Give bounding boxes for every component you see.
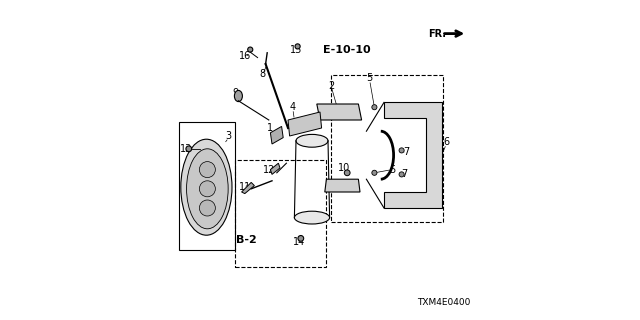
Text: E-10-10: E-10-10 (323, 44, 371, 55)
Polygon shape (317, 104, 362, 120)
Polygon shape (270, 126, 283, 144)
Text: 13: 13 (179, 144, 192, 154)
Polygon shape (384, 102, 442, 208)
Text: 5: 5 (367, 73, 372, 84)
Circle shape (298, 236, 304, 241)
Bar (236, 160, 326, 267)
Circle shape (372, 170, 377, 175)
Text: 10: 10 (338, 163, 350, 173)
Polygon shape (270, 163, 280, 174)
Circle shape (372, 105, 377, 110)
Text: 4: 4 (290, 102, 296, 112)
Text: 9: 9 (232, 88, 238, 98)
Polygon shape (288, 112, 322, 136)
Polygon shape (325, 179, 360, 192)
Circle shape (295, 44, 300, 49)
Circle shape (344, 170, 350, 176)
Ellipse shape (187, 149, 228, 229)
Text: 5: 5 (389, 164, 395, 175)
Circle shape (186, 146, 192, 152)
Ellipse shape (234, 91, 243, 102)
Text: 16: 16 (239, 51, 251, 61)
Text: 3: 3 (226, 131, 232, 141)
Text: 1: 1 (268, 123, 273, 133)
Text: 14: 14 (293, 236, 305, 247)
Text: FR.: FR. (428, 28, 447, 39)
Ellipse shape (180, 139, 232, 235)
Circle shape (399, 148, 404, 153)
Circle shape (200, 200, 215, 216)
Ellipse shape (296, 134, 328, 147)
Bar (179, 122, 236, 250)
Text: 2: 2 (328, 81, 334, 92)
Ellipse shape (294, 211, 330, 224)
Circle shape (200, 162, 215, 178)
Text: TXM4E0400: TXM4E0400 (417, 298, 470, 307)
Circle shape (248, 47, 253, 52)
Text: 7: 7 (402, 169, 408, 180)
Circle shape (200, 181, 215, 197)
Bar (332, 75, 444, 222)
Text: 8: 8 (259, 68, 266, 79)
Text: 15: 15 (290, 44, 302, 55)
Circle shape (399, 172, 404, 177)
Text: 6: 6 (444, 137, 449, 148)
Text: B-2: B-2 (236, 235, 257, 245)
Polygon shape (242, 182, 254, 194)
Text: 7: 7 (403, 147, 410, 157)
Text: 11: 11 (239, 182, 251, 192)
Text: 12: 12 (262, 164, 275, 175)
